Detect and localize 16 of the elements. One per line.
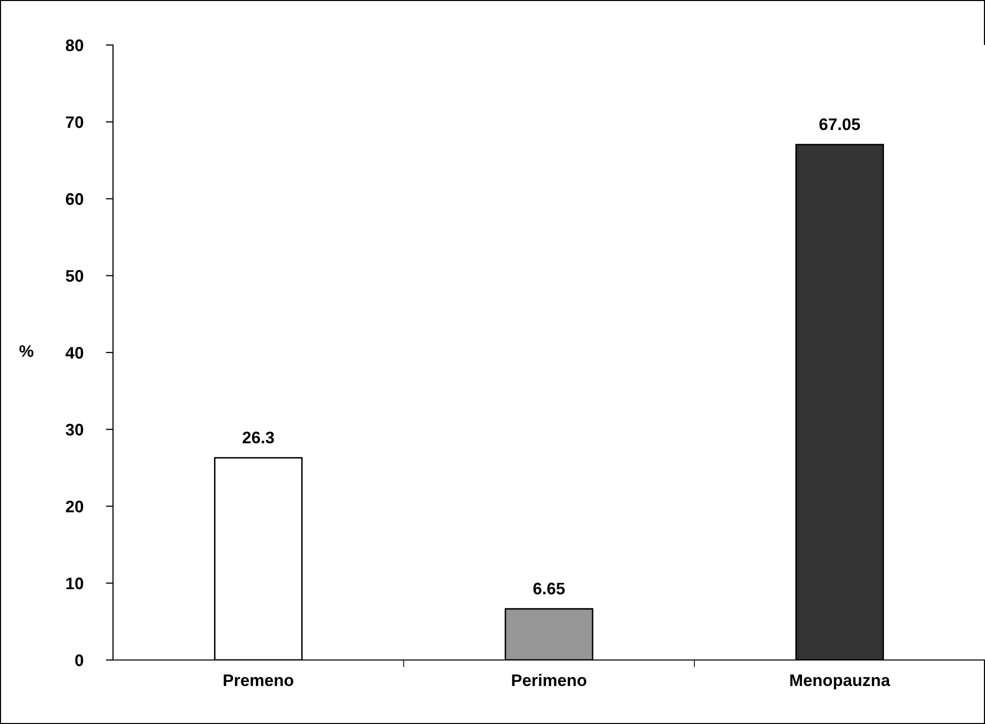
x-tick-label: Menopauzna [790,674,890,690]
y-axis-title: % [19,345,34,357]
y-tick-label: 10 [66,578,84,590]
y-tick-label: 30 [66,424,84,436]
y-tick-label: 50 [66,270,84,282]
y-tick-label: 0 [75,654,84,666]
y-tick-label: 20 [66,500,84,512]
y-tick-label: 70 [66,116,84,128]
data-label: 26.3 [242,432,274,444]
y-tick-label: 40 [66,346,84,359]
data-label: 6.65 [533,582,565,594]
x-tick-label: Perimeno [512,674,586,686]
y-tick-label: 60 [66,193,84,205]
x-tick-label: Premeno [224,674,294,686]
y-tick-label: 80 [66,39,84,52]
data-label: 67.05 [819,118,860,130]
